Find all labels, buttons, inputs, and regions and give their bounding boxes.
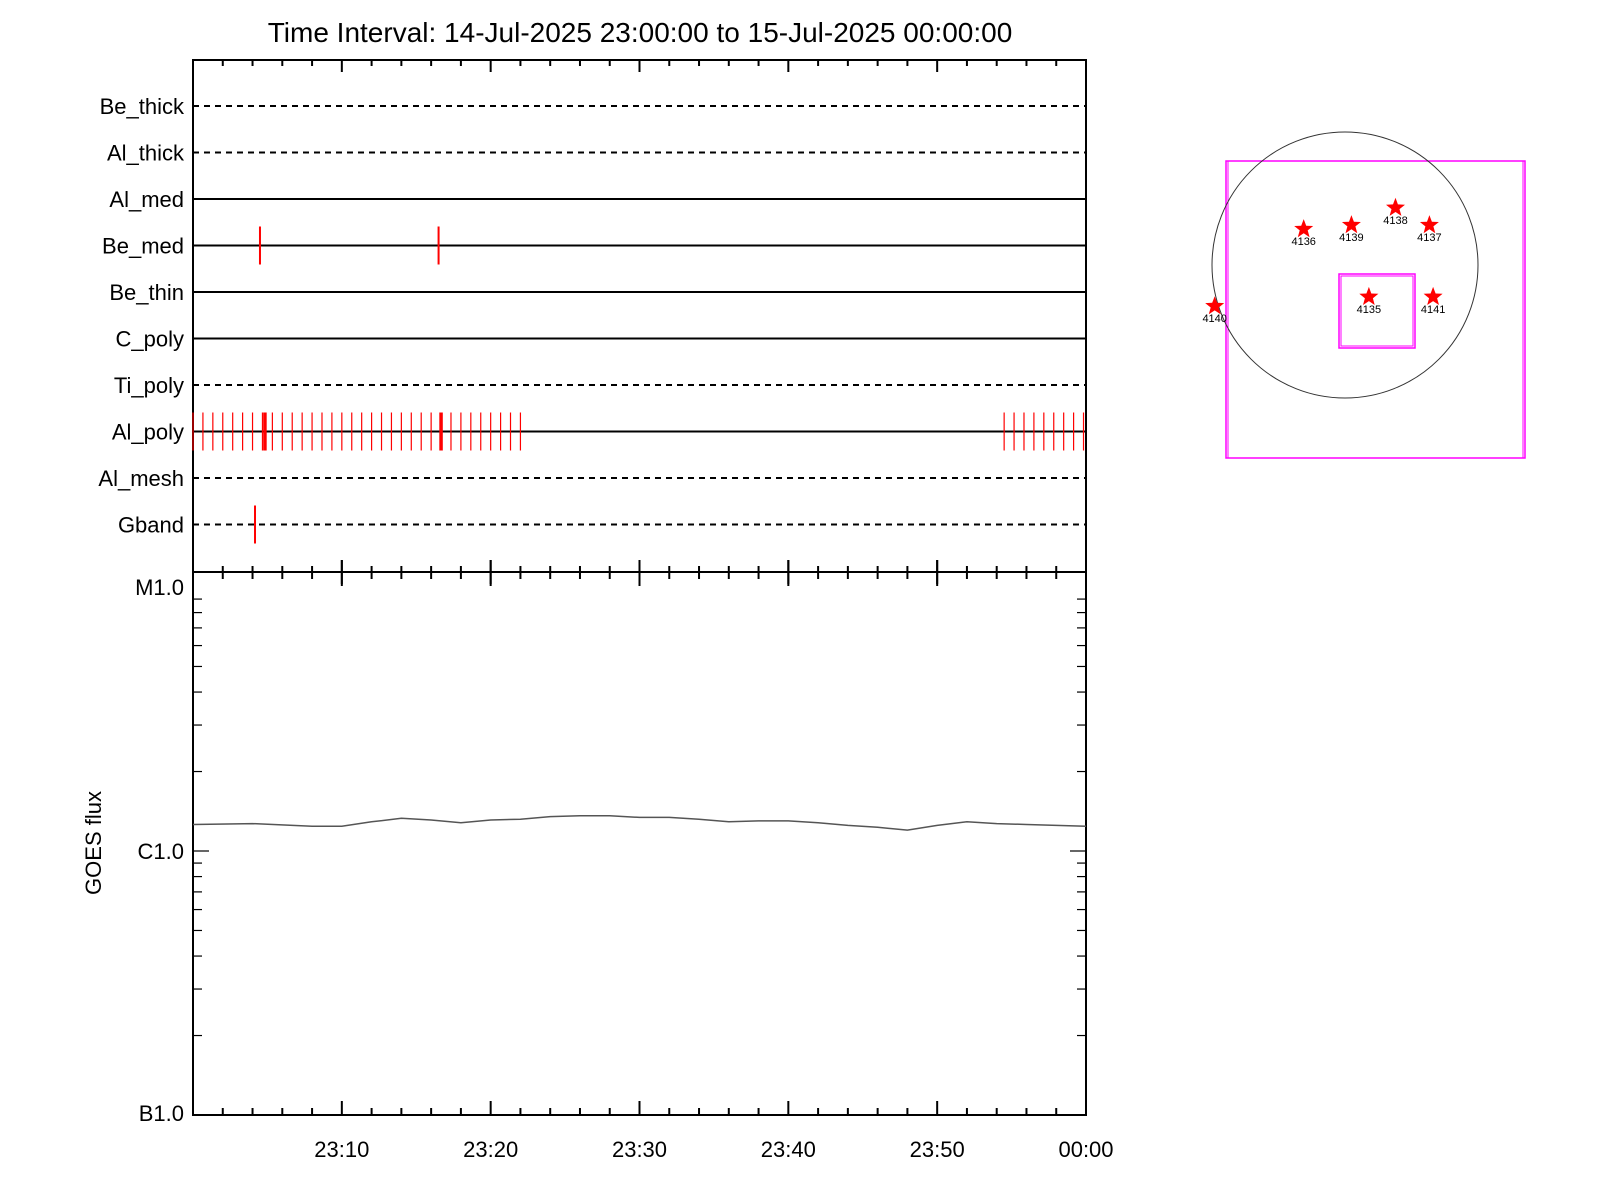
active-region: 4137: [1417, 215, 1442, 244]
active-regions: 4136 4139 4138 4137 4140 4135 4141: [1202, 197, 1445, 325]
active-region: 4140: [1202, 296, 1227, 325]
goes-x-tick-label: 23:20: [463, 1137, 518, 1162]
timeline-frame: [192, 59, 1087, 573]
goes-x-tick-label: 23:30: [612, 1137, 667, 1162]
channel-label: Be_med: [102, 234, 184, 259]
active-region-label: 4137: [1417, 232, 1441, 244]
goes-flux-panel: 23:10 23:20 23:30 23:40 23:50 00:00 B1.0 C1.0 M…: [81, 560, 1114, 1162]
goes-x-tick-label: 00:00: [1058, 1137, 1113, 1162]
active-region-label: 4139: [1339, 232, 1363, 244]
active-region-label: 4141: [1421, 304, 1445, 316]
chart-title: Time Interval: 14-Jul-2025 23:00:00 to 1…: [268, 17, 1013, 48]
channel-row-be-thin: Be_thin: [109, 280, 1086, 305]
active-region: 4135: [1357, 286, 1381, 316]
active-region: 4141: [1421, 286, 1445, 316]
active-region-star-marker: [1419, 215, 1439, 234]
channel-label: Al_med: [109, 187, 184, 212]
event-timeline-panel: Be_thick Al_thick Al_med Be_med Be_thin C_pol…: [98, 59, 1087, 573]
active-region-label: 4136: [1291, 236, 1315, 248]
channel-label: Gband: [118, 513, 184, 538]
channel-row-gband: Gband: [118, 505, 1086, 544]
channel-label: Al_poly: [112, 420, 184, 445]
active-region-star-marker: [1423, 286, 1443, 305]
channel-label: Al_thick: [107, 141, 185, 166]
active-region-label: 4138: [1383, 215, 1407, 227]
goes-x-tick-label: 23:10: [314, 1137, 369, 1162]
goes-x-tick-label: 23:40: [761, 1137, 816, 1162]
active-region-star-marker: [1294, 219, 1314, 238]
goes-y-tick-label: B1.0: [139, 1101, 184, 1126]
solar-disk: [1211, 131, 1479, 399]
active-region: 4139: [1339, 215, 1364, 244]
channel-row-al-med: Al_med: [109, 187, 1086, 212]
channel-row-be-thick: Be_thick: [100, 94, 1086, 119]
field-of-view-box: [1225, 160, 1526, 459]
goes-y-tick-label: C1.0: [138, 839, 184, 864]
active-region-star-marker: [1386, 197, 1405, 216]
active-region: 4136: [1291, 219, 1316, 248]
goes-frame: [192, 571, 1087, 1116]
timeline-ticks: [192, 60, 1087, 572]
channel-row-al-thick: Al_thick: [107, 141, 1086, 166]
channel-row-al-poly: Al_poly: [112, 412, 1086, 451]
channel-label: C_poly: [116, 327, 184, 352]
channel-row-al-mesh: Al_mesh: [98, 466, 1086, 491]
goes-flux-line: [192, 814, 1087, 831]
channel-row-ti-poly: Ti_poly: [114, 373, 1086, 398]
active-region-star-marker: [1205, 296, 1225, 315]
channel-label: Be_thin: [109, 280, 184, 305]
channel-label: Be_thick: [100, 94, 185, 119]
active-region-star-marker: [1341, 215, 1361, 234]
active-region: 4138: [1383, 197, 1408, 227]
solar-disk-map: 4136 4139 4138 4137 4140 4135 4141: [1202, 131, 1526, 459]
channel-row-be-med: Be_med: [102, 226, 1086, 265]
goes-x-ticks: 23:10 23:20 23:30 23:40 23:50 00:00: [192, 560, 1114, 1162]
pointing-box-inner: [1340, 275, 1414, 347]
active-region-label: 4135: [1357, 304, 1381, 316]
active-region-label: 4140: [1202, 313, 1226, 325]
active-region-star-marker: [1359, 286, 1379, 305]
channel-label: Ti_poly: [114, 373, 184, 398]
channels: Be_thick Al_thick Al_med Be_med Be_thin C_pol…: [98, 94, 1086, 544]
goes-y-axis-label: GOES flux: [81, 791, 106, 895]
goes-y-ticks: B1.0 C1.0 M1.0: [135, 575, 1086, 1126]
goes-y-tick-label: M1.0: [135, 575, 184, 600]
channel-row-c-poly: C_poly: [116, 327, 1086, 352]
pointing-box: [1338, 273, 1416, 349]
goes-x-tick-label: 23:50: [910, 1137, 965, 1162]
channel-label: Al_mesh: [98, 466, 184, 491]
